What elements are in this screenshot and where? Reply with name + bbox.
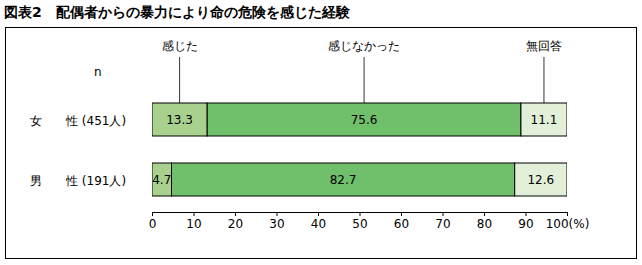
- tick: 0: [149, 212, 157, 231]
- tick-label: 0: [149, 217, 157, 231]
- tick-label: 40: [311, 217, 326, 231]
- tick: 80: [477, 212, 492, 231]
- legend-label: 感じなかった: [328, 39, 400, 53]
- tick-mark: [567, 212, 568, 216]
- data-label: 12.6: [527, 173, 554, 187]
- tick-mark: [152, 212, 153, 216]
- tick-mark: [401, 212, 402, 216]
- bar-segment: [207, 103, 521, 136]
- tick-mark: [526, 212, 527, 216]
- tick-mark: [443, 212, 444, 216]
- tick-label: 30: [269, 217, 284, 231]
- tick-mark: [194, 212, 195, 216]
- tick-label: 80: [477, 217, 492, 231]
- tick-label: 90: [518, 217, 533, 231]
- data-label: 4.7: [152, 173, 171, 187]
- tick-mark: [277, 212, 278, 216]
- leader-line: [543, 57, 544, 103]
- chart: 図表2 配偶者からの暴力により命の危険を感じた経験 13.3 75.6 11.1 4.7…: [0, 0, 642, 265]
- bar-segment: [152, 163, 172, 196]
- bar-segment: [172, 163, 515, 196]
- tick: 70: [435, 212, 450, 231]
- bar-segment: [521, 103, 567, 136]
- leader-line: [179, 57, 180, 103]
- tick-mark: [484, 212, 485, 216]
- tick: 90: [518, 212, 533, 231]
- category-label: 女 性 (451人): [30, 114, 126, 128]
- tick: 60: [394, 212, 409, 231]
- bar-segment: [515, 163, 567, 196]
- tick-mark: [318, 212, 319, 216]
- tick: 100(%): [546, 212, 590, 231]
- title: 図表2 配偶者からの暴力により命の危険を感じた経験: [4, 4, 351, 20]
- legend-label: 無回答: [526, 39, 562, 53]
- tick-mark: [235, 212, 236, 216]
- data-label: 82.7: [330, 173, 357, 187]
- frame: [6, 28, 637, 259]
- tick-label: 20: [228, 217, 243, 231]
- tick: 10: [186, 212, 201, 231]
- tick: 50: [352, 212, 367, 231]
- data-label: 13.3: [166, 113, 193, 127]
- tick: 30: [269, 212, 284, 231]
- tick: 20: [228, 212, 243, 231]
- bars: [152, 103, 567, 196]
- tick-label: 100(%): [546, 217, 590, 231]
- bar-segment: [152, 103, 207, 136]
- legend-label: 感じた: [162, 39, 198, 53]
- data-label: 75.6: [351, 113, 378, 127]
- axis-label: n: [94, 65, 102, 79]
- category-label: 男 性 (191人): [30, 174, 126, 188]
- tick-label: 60: [394, 217, 409, 231]
- x-axis: 0 10 20 30 40 50 60 70 80 90 100(%): [149, 212, 590, 231]
- tick-label: 50: [352, 217, 367, 231]
- leader-line: [364, 57, 365, 103]
- tick-label: 10: [186, 217, 201, 231]
- legend: 感じた 感じなかった 無回答: [162, 39, 562, 103]
- tick: 40: [311, 212, 326, 231]
- data-label: 11.1: [531, 113, 558, 127]
- tick-mark: [360, 212, 361, 216]
- tick-label: 70: [435, 217, 450, 231]
